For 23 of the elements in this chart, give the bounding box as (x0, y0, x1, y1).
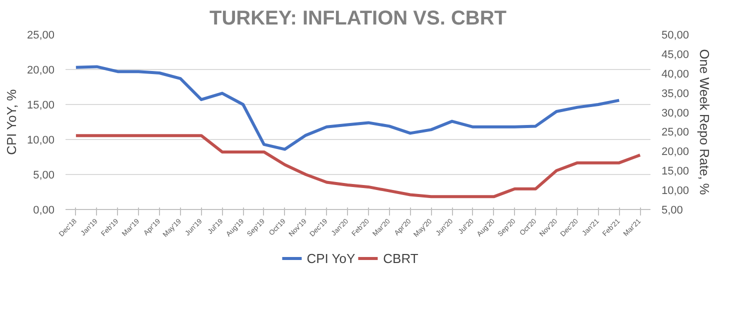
line-series (74, 65, 621, 151)
y2-tick-label: 5,00 (662, 204, 683, 216)
y2-tick-label: 50,00 (662, 30, 690, 42)
y2-tick-label: 35,00 (662, 88, 690, 100)
y-tick-label: 15,00 (26, 100, 55, 112)
y-tick-label: 5,00 (33, 170, 55, 182)
y2-axis-title: One Week Repo Rate, % (697, 49, 712, 196)
y2-tick-label: 40,00 (662, 68, 690, 80)
y-tick-label: 25,00 (26, 30, 55, 42)
line-series (74, 134, 642, 198)
y2-tick-label: 10,00 (662, 185, 690, 198)
chart-title: TURKEY: INFLATION VS. CBRT (209, 8, 507, 30)
y2-tick-label: 45,00 (662, 48, 690, 61)
y-tick-label: 20,00 (26, 64, 55, 76)
legend-label: CBRT (383, 250, 418, 266)
y2-tick-label: 30,00 (662, 107, 690, 120)
y-tick-label: 0,00 (33, 204, 55, 216)
y2-tick-label: 25,00 (662, 126, 690, 139)
y-tick-label: 10,00 (26, 134, 55, 146)
legend-label: CPI YoY (306, 250, 356, 266)
y2-tick-label: 15,00 (662, 166, 690, 178)
y-axis-title: CPI YoY, % (4, 88, 19, 155)
y2-tick-label: 20,00 (662, 146, 690, 158)
